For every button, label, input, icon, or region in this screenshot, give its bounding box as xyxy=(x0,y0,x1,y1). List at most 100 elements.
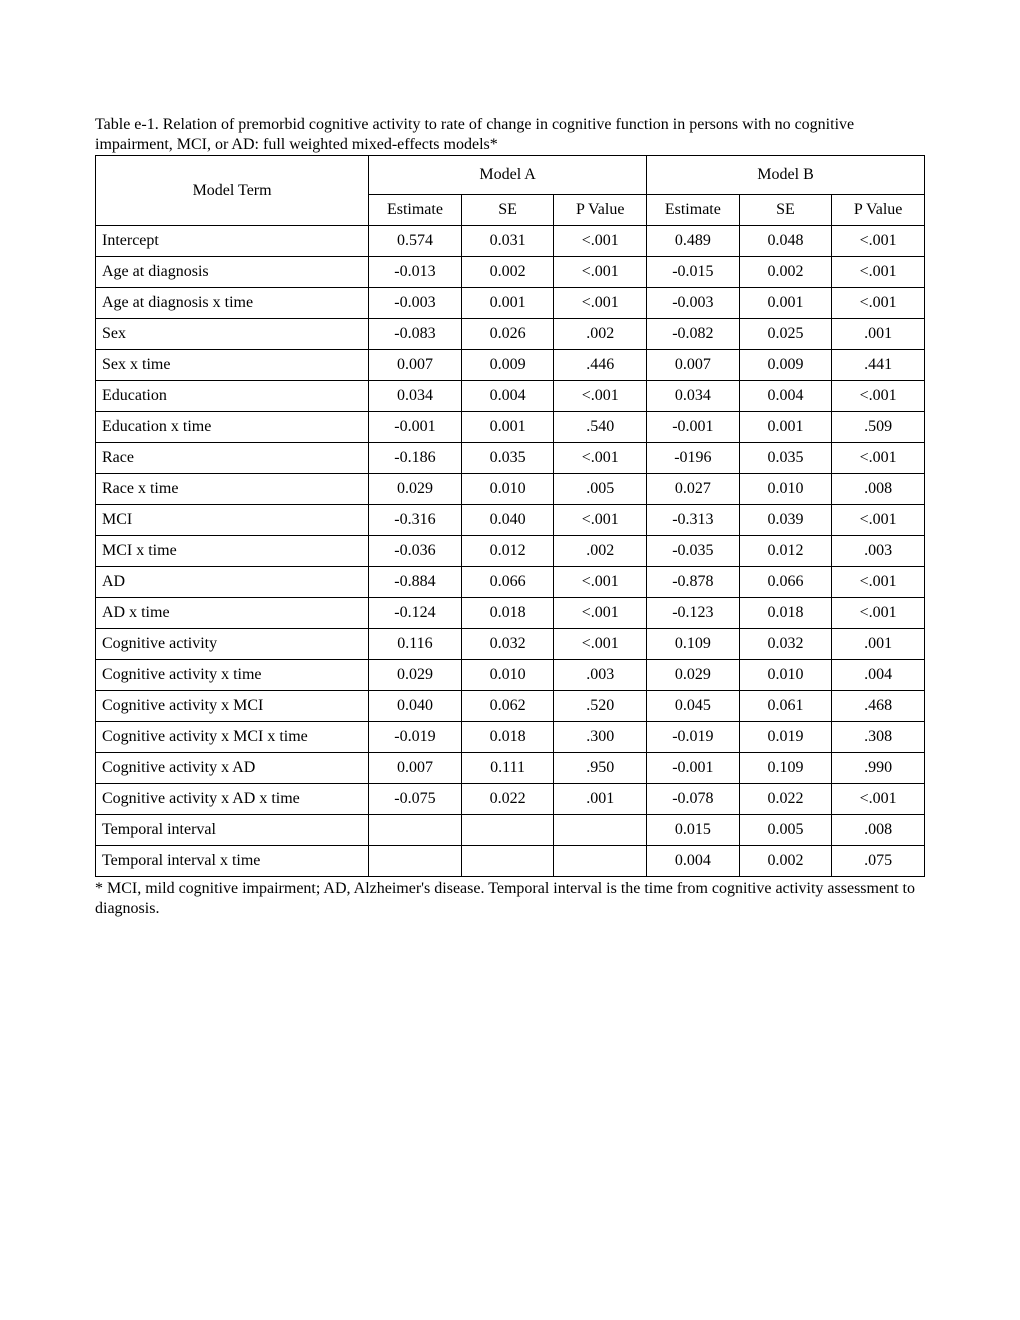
a-estimate-header: Estimate xyxy=(369,195,462,226)
table-row: Age at diagnosis-0.0130.002<.001-0.0150.… xyxy=(96,257,925,288)
a-p-cell: .002 xyxy=(554,536,647,567)
b-se-cell: 0.109 xyxy=(739,753,832,784)
a-estimate-cell: -0.036 xyxy=(369,536,462,567)
model-term-cell: Temporal interval x time xyxy=(96,846,369,877)
b-estimate-cell: -0.003 xyxy=(647,288,740,319)
model-term-cell: AD xyxy=(96,567,369,598)
b-p-cell: .075 xyxy=(832,846,925,877)
b-p-cell: <.001 xyxy=(832,288,925,319)
table-row: Age at diagnosis x time-0.0030.001<.001-… xyxy=(96,288,925,319)
a-se-cell: 0.012 xyxy=(461,536,554,567)
a-se-header: SE xyxy=(461,195,554,226)
a-p-cell: .001 xyxy=(554,784,647,815)
a-estimate-cell: -0.186 xyxy=(369,443,462,474)
b-se-cell: 0.061 xyxy=(739,691,832,722)
a-p-cell: <.001 xyxy=(554,598,647,629)
b-estimate-cell: -0.082 xyxy=(647,319,740,350)
model-term-cell: Temporal interval xyxy=(96,815,369,846)
a-estimate-cell: -0.083 xyxy=(369,319,462,350)
b-estimate-cell: 0.489 xyxy=(647,226,740,257)
b-se-cell: 0.048 xyxy=(739,226,832,257)
b-se-cell: 0.004 xyxy=(739,381,832,412)
b-p-cell: <.001 xyxy=(832,784,925,815)
model-term-header: Model Term xyxy=(96,156,369,226)
b-se-cell: 0.001 xyxy=(739,412,832,443)
b-se-cell: 0.039 xyxy=(739,505,832,536)
b-se-cell: 0.010 xyxy=(739,474,832,505)
a-p-cell: .300 xyxy=(554,722,647,753)
b-p-cell: <.001 xyxy=(832,598,925,629)
a-p-cell: .446 xyxy=(554,350,647,381)
a-estimate-cell: -0.019 xyxy=(369,722,462,753)
a-p-header: P Value xyxy=(554,195,647,226)
b-se-cell: 0.019 xyxy=(739,722,832,753)
a-se-cell: 0.040 xyxy=(461,505,554,536)
model-term-cell: Cognitive activity x MCI x time xyxy=(96,722,369,753)
b-p-cell: <.001 xyxy=(832,381,925,412)
table-row: Intercept0.5740.031<.0010.4890.048<.001 xyxy=(96,226,925,257)
table-row: Education x time-0.0010.001.540-0.0010.0… xyxy=(96,412,925,443)
b-p-cell: .008 xyxy=(832,815,925,846)
table-row: Temporal interval x time0.0040.002.075 xyxy=(96,846,925,877)
b-estimate-cell: -0.015 xyxy=(647,257,740,288)
a-se-cell: 0.002 xyxy=(461,257,554,288)
a-se-cell: 0.035 xyxy=(461,443,554,474)
table-row: Cognitive activity x MCI0.0400.062.5200.… xyxy=(96,691,925,722)
a-estimate-cell: 0.029 xyxy=(369,474,462,505)
model-term-cell: Age at diagnosis xyxy=(96,257,369,288)
b-se-cell: 0.010 xyxy=(739,660,832,691)
model-term-cell: Intercept xyxy=(96,226,369,257)
a-se-cell: 0.026 xyxy=(461,319,554,350)
b-estimate-cell: -0.035 xyxy=(647,536,740,567)
a-estimate-cell: -0.001 xyxy=(369,412,462,443)
model-term-cell: Race x time xyxy=(96,474,369,505)
a-estimate-cell: -0.316 xyxy=(369,505,462,536)
model-term-cell: Race xyxy=(96,443,369,474)
table-row: Cognitive activity0.1160.032<.0010.1090.… xyxy=(96,629,925,660)
model-term-cell: Cognitive activity x MCI xyxy=(96,691,369,722)
model-term-cell: AD x time xyxy=(96,598,369,629)
model-term-cell: Sex xyxy=(96,319,369,350)
model-term-cell: Cognitive activity x AD xyxy=(96,753,369,784)
a-p-cell xyxy=(554,846,647,877)
b-estimate-cell: 0.027 xyxy=(647,474,740,505)
a-se-cell: 0.001 xyxy=(461,412,554,443)
table-header: Model Term Model A Model B Estimate SE P… xyxy=(96,156,925,226)
a-p-cell: <.001 xyxy=(554,505,647,536)
a-estimate-cell: -0.124 xyxy=(369,598,462,629)
b-p-cell: .308 xyxy=(832,722,925,753)
a-estimate-cell: 0.029 xyxy=(369,660,462,691)
b-p-cell: <.001 xyxy=(832,567,925,598)
a-estimate-cell: 0.040 xyxy=(369,691,462,722)
table-row: Education0.0340.004<.0010.0340.004<.001 xyxy=(96,381,925,412)
a-p-cell: <.001 xyxy=(554,257,647,288)
b-se-header: SE xyxy=(739,195,832,226)
model-b-group-header: Model B xyxy=(647,156,925,195)
a-p-cell: .003 xyxy=(554,660,647,691)
a-estimate-cell: 0.116 xyxy=(369,629,462,660)
group-header-row: Model Term Model A Model B xyxy=(96,156,925,195)
b-estimate-cell: -0.078 xyxy=(647,784,740,815)
table-row: Cognitive activity x MCI x time-0.019 0.0… xyxy=(96,722,925,753)
a-estimate-cell: -0.075 xyxy=(369,784,462,815)
model-term-cell: Sex x time xyxy=(96,350,369,381)
table-row: MCI x time-0.0360.012.002-0.0350.012.003 xyxy=(96,536,925,567)
table-row: AD-0.8840.066<.001-0.8780.066<.001 xyxy=(96,567,925,598)
table-row: Sex x time0.0070.009.4460.0070.009.441 xyxy=(96,350,925,381)
b-p-cell: <.001 xyxy=(832,443,925,474)
model-term-cell: Cognitive activity xyxy=(96,629,369,660)
a-se-cell xyxy=(461,846,554,877)
model-term-cell: Education xyxy=(96,381,369,412)
a-p-cell: .950 xyxy=(554,753,647,784)
a-se-cell: 0.032 xyxy=(461,629,554,660)
table-row: Sex-0.0830.026.002-0.0820.025.001 xyxy=(96,319,925,350)
b-estimate-header: Estimate xyxy=(647,195,740,226)
b-p-cell: .003 xyxy=(832,536,925,567)
b-se-cell: 0.066 xyxy=(739,567,832,598)
b-se-cell: 0.002 xyxy=(739,257,832,288)
table-row: Race x time0.0290.010.0050.0270.010.008 xyxy=(96,474,925,505)
b-estimate-cell: -0.313 xyxy=(647,505,740,536)
results-table: Model Term Model A Model B Estimate SE P… xyxy=(95,155,925,877)
b-se-cell: 0.032 xyxy=(739,629,832,660)
b-p-cell: .990 xyxy=(832,753,925,784)
